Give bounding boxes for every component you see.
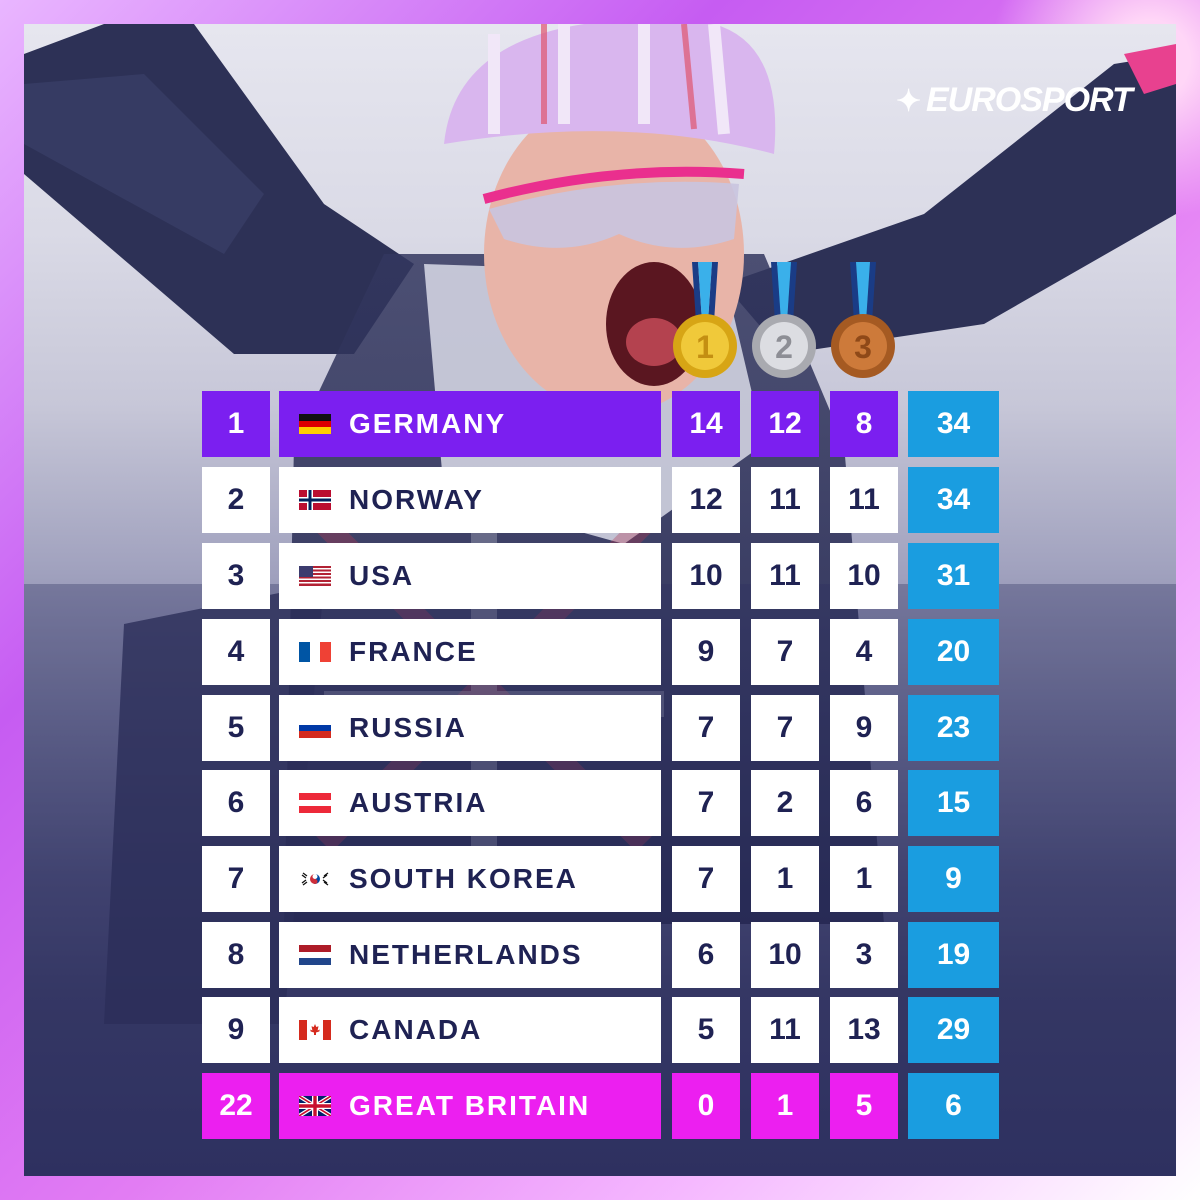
silver-count-cell: 11 (751, 997, 819, 1063)
silver-count-cell: 2 (751, 770, 819, 836)
france-flag-icon (299, 642, 331, 662)
gold-count-cell: 7 (672, 846, 740, 912)
total-count-cell: 20 (908, 619, 999, 685)
country-name: RUSSIA (349, 712, 467, 743)
silver-count-cell: 10 (751, 922, 819, 988)
total-count-cell: 6 (908, 1073, 999, 1139)
country-name: GREAT BRITAIN (349, 1090, 591, 1121)
rank-cell: 6 (202, 770, 270, 836)
gold-count-cell: 12 (672, 467, 740, 533)
russia-flag-icon (299, 718, 331, 738)
south-korea-flag-icon (299, 869, 331, 889)
bronze-count-cell: 1 (830, 846, 898, 912)
country-cell: SOUTH KOREA (279, 846, 661, 912)
total-count-cell: 15 (908, 770, 999, 836)
bronze-count-cell: 13 (830, 997, 898, 1063)
netherlands-flag-icon (299, 945, 331, 965)
total-count-cell: 23 (908, 695, 999, 761)
gold-count-cell: 14 (672, 391, 740, 457)
total-count-cell: 19 (908, 922, 999, 988)
gold-count-cell: 6 (672, 922, 740, 988)
silver-count-cell: 1 (751, 846, 819, 912)
country-name: USA (349, 560, 415, 591)
bronze-count-cell: 3 (830, 922, 898, 988)
usa-flag-icon (299, 566, 331, 586)
bronze-count-cell: 8 (830, 391, 898, 457)
rank-cell: 5 (202, 695, 270, 761)
country-cell: GREAT BRITAIN (279, 1073, 661, 1139)
silver-count-cell: 7 (751, 695, 819, 761)
country-name: NETHERLANDS (349, 939, 583, 970)
total-count-cell: 29 (908, 997, 999, 1063)
rank-cell: 3 (202, 543, 270, 609)
rank-cell: 9 (202, 997, 270, 1063)
eurosport-logo: ✦ EUROSPORT (896, 80, 1158, 120)
country-cell: NETHERLANDS (279, 922, 661, 988)
gold-count-cell: 7 (672, 695, 740, 761)
rank-cell: 8 (202, 922, 270, 988)
gold-count-cell: 0 (672, 1073, 740, 1139)
silver-medal-label: 2 (775, 329, 793, 365)
logo-text: EUROSPORT (926, 81, 1133, 119)
rank-cell: 1 (202, 391, 270, 457)
great-britain-flag-icon (299, 1096, 331, 1116)
bronze-count-cell: 10 (830, 543, 898, 609)
bronze-medal-label: 3 (854, 329, 872, 365)
country-cell: AUSTRIA (279, 770, 661, 836)
norway-flag-icon (299, 490, 331, 510)
country-cell: USA (279, 543, 661, 609)
country-name: SOUTH KOREA (349, 863, 578, 894)
country-name: AUSTRIA (349, 787, 488, 818)
bronze-medal-icon: 3 (831, 262, 895, 378)
canada-flag-icon (299, 1020, 331, 1040)
gold-count-cell: 9 (672, 619, 740, 685)
total-count-cell: 34 (908, 391, 999, 457)
bronze-count-cell: 4 (830, 619, 898, 685)
austria-flag-icon (299, 793, 331, 813)
gold-count-cell: 10 (672, 543, 740, 609)
silver-count-cell: 12 (751, 391, 819, 457)
rank-cell: 4 (202, 619, 270, 685)
gold-medal-label: 1 (696, 329, 714, 365)
country-name: GERMANY (349, 408, 507, 439)
country-cell: GERMANY (279, 391, 661, 457)
gold-medal-icon: 1 (673, 262, 737, 378)
silver-count-cell: 11 (751, 467, 819, 533)
silver-count-cell: 7 (751, 619, 819, 685)
rank-cell: 22 (202, 1073, 270, 1139)
germany-flag-icon (299, 414, 331, 434)
country-name: FRANCE (349, 636, 478, 667)
bronze-count-cell: 5 (830, 1073, 898, 1139)
bronze-count-cell: 11 (830, 467, 898, 533)
silver-medal-icon: 2 (752, 262, 816, 378)
bronze-count-cell: 9 (830, 695, 898, 761)
rank-cell: 7 (202, 846, 270, 912)
total-count-cell: 31 (908, 543, 999, 609)
total-count-cell: 9 (908, 846, 999, 912)
silver-count-cell: 1 (751, 1073, 819, 1139)
gold-count-cell: 5 (672, 997, 740, 1063)
bronze-count-cell: 6 (830, 770, 898, 836)
country-cell: RUSSIA (279, 695, 661, 761)
gold-count-cell: 7 (672, 770, 740, 836)
country-cell: FRANCE (279, 619, 661, 685)
silver-count-cell: 11 (751, 543, 819, 609)
country-cell: NORWAY (279, 467, 661, 533)
rank-cell: 2 (202, 467, 270, 533)
star-icon: ✦ (896, 85, 921, 118)
country-name: CANADA (349, 1014, 483, 1045)
country-cell: CANADA (279, 997, 661, 1063)
total-count-cell: 34 (908, 467, 999, 533)
country-name: NORWAY (349, 484, 484, 515)
